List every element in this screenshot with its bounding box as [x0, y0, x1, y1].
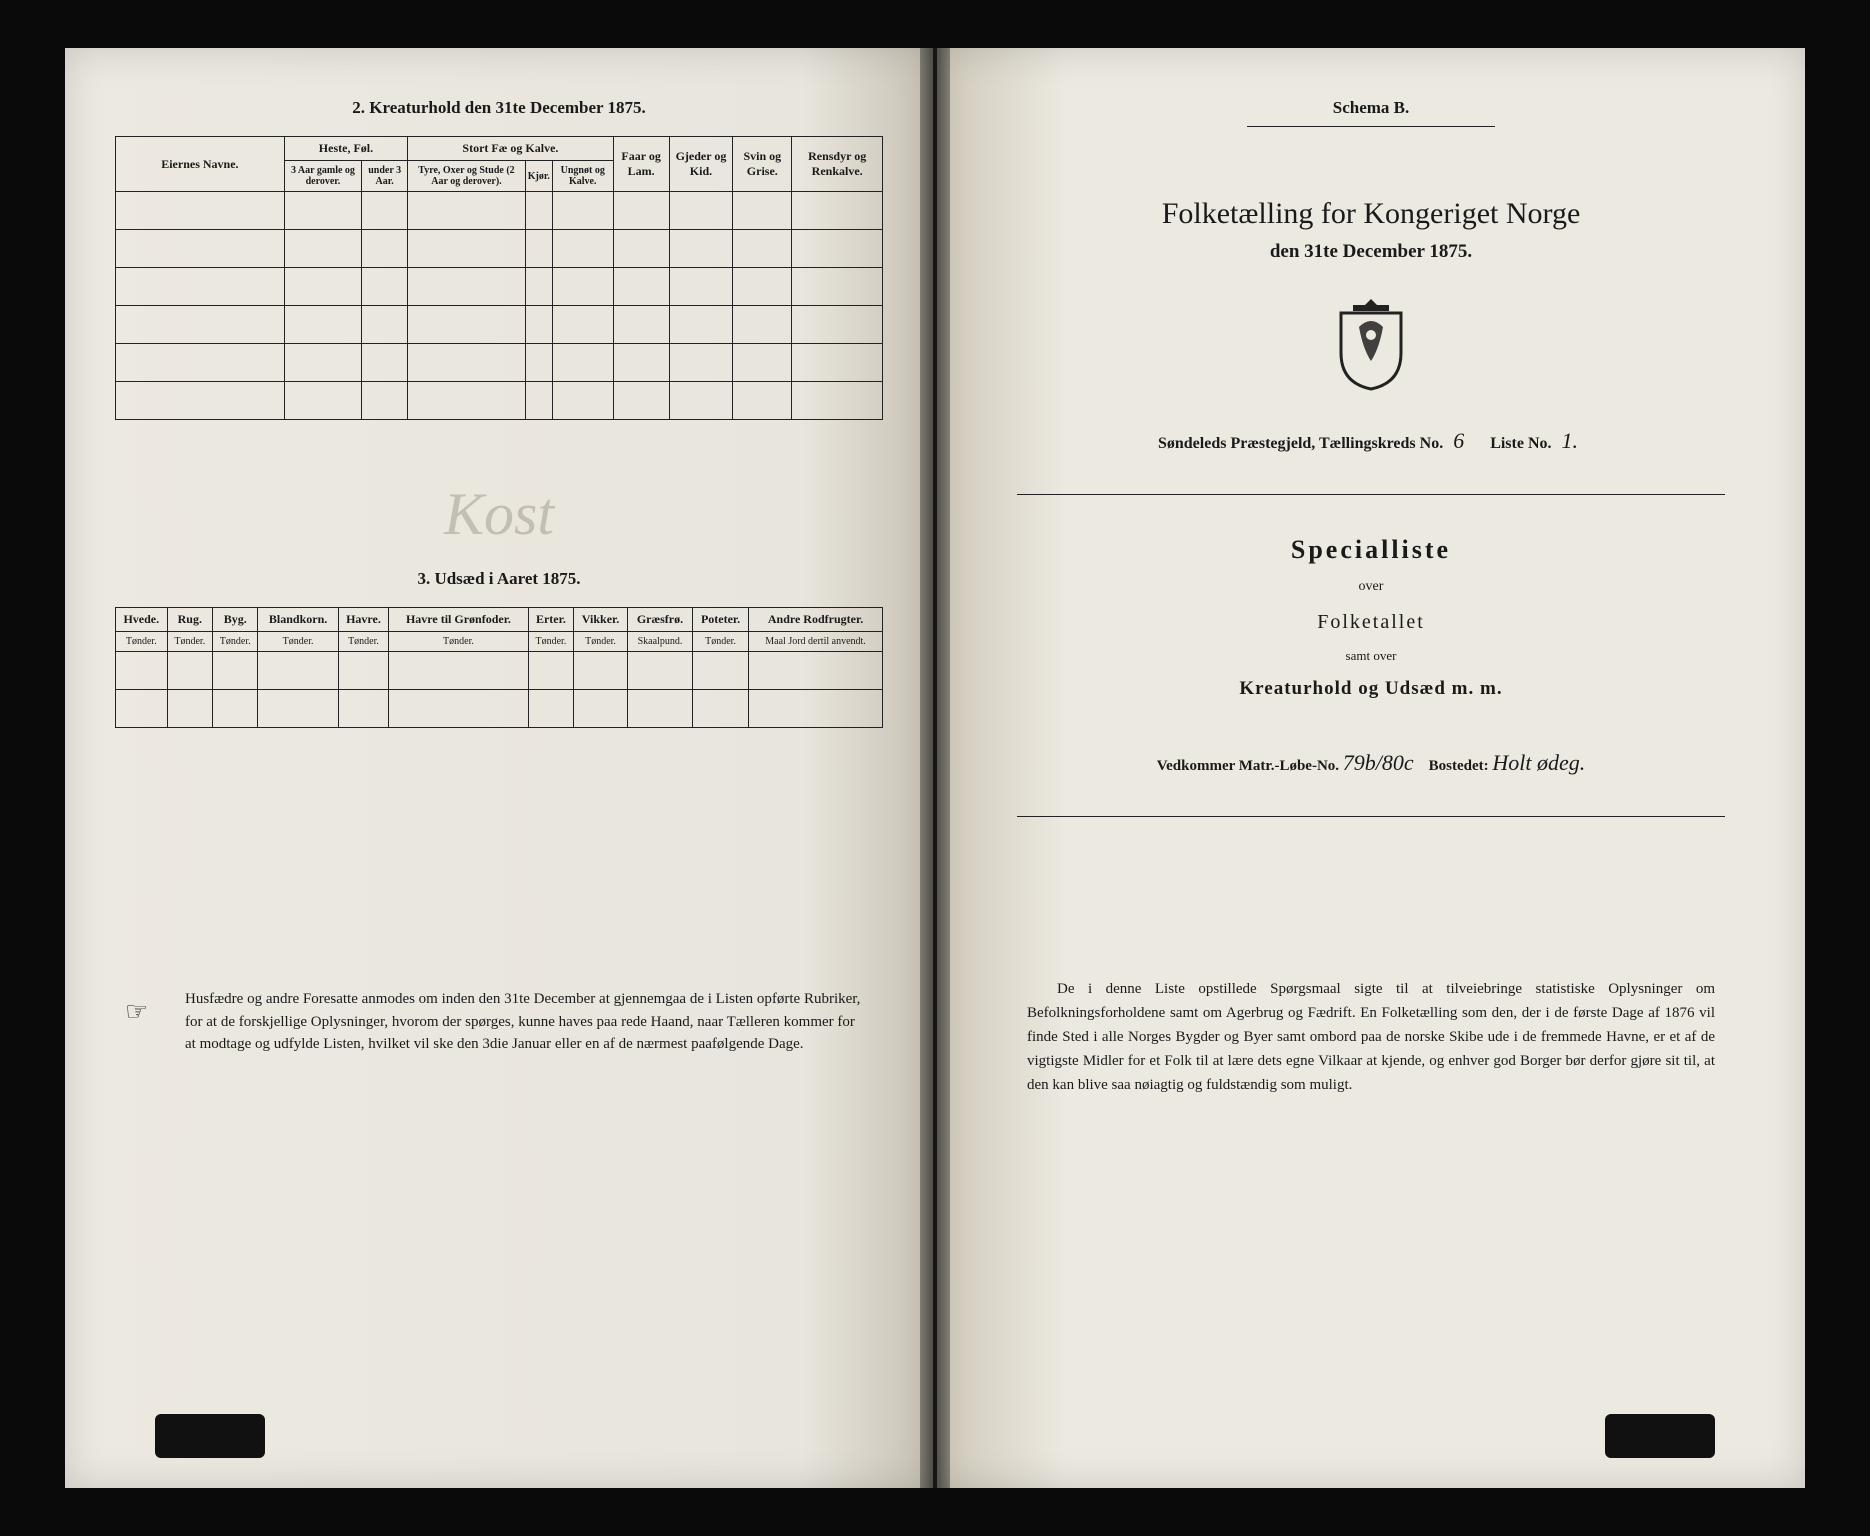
u8: Tønder. — [574, 632, 628, 652]
c8: Vikker. — [574, 608, 628, 632]
table-row — [116, 344, 883, 382]
col-pigs: Svin og Grise. — [733, 137, 792, 192]
rule — [1247, 126, 1495, 127]
bleed-through-text: Kost — [115, 480, 883, 549]
census-subtitle: den 31te December 1875. — [987, 241, 1755, 263]
table-row — [116, 192, 883, 230]
col-sheep: Faar og Lam. — [613, 137, 669, 192]
u6: Tønder. — [389, 632, 528, 652]
c3: Byg. — [213, 608, 258, 632]
pointing-hand-icon: ☞ — [125, 992, 148, 1031]
table-row — [116, 306, 883, 344]
col-reindeer: Rensdyr og Renkalve. — [792, 137, 883, 192]
book-spine — [920, 48, 950, 1488]
over: over — [987, 579, 1755, 595]
section2-title: 2. Kreaturhold den 31te December 1875. — [115, 98, 883, 118]
rule — [1017, 494, 1725, 495]
col-cattle-c: Ungnøt og Kalve. — [552, 161, 613, 192]
district-no: 6 — [1447, 428, 1470, 453]
u4: Tønder. — [258, 632, 338, 652]
samt-over: samt over — [987, 648, 1755, 664]
rule — [1017, 816, 1725, 817]
schema-label: Schema B. — [987, 98, 1755, 118]
col-owners: Eiernes Navne. — [116, 137, 285, 192]
table-row — [116, 230, 883, 268]
bottom-paragraph: De i denne Liste opstillede Spørgsmaal s… — [987, 977, 1755, 1097]
u11: Maal Jord dertil anvendt. — [749, 632, 883, 652]
col-cattle-b: Kjør. — [525, 161, 552, 192]
c10: Poteter. — [693, 608, 749, 632]
table-row — [116, 382, 883, 420]
table-udsaed: Hvede. Rug. Byg. Blandkorn. Havre. Havre… — [115, 607, 883, 728]
c5: Havre. — [338, 608, 388, 632]
c4: Blandkorn. — [258, 608, 338, 632]
table-kreaturhold: Eiernes Navne. Heste, Føl. Stort Fæ og K… — [115, 136, 883, 420]
matr-prefix: Vedkommer Matr.-Løbe-No. — [1157, 758, 1339, 774]
table-row — [116, 268, 883, 306]
kreaturhold-line: Kreaturhold og Udsæd m. m. — [987, 678, 1755, 700]
folketallet: Folketallet — [987, 611, 1755, 634]
binder-clip — [155, 1414, 265, 1458]
u9: Skaalpund. — [627, 632, 692, 652]
right-page: Schema B. Folketælling for Kongeriget No… — [935, 48, 1805, 1488]
c2: Rug. — [167, 608, 212, 632]
section3-title: 3. Udsæd i Aaret 1875. — [115, 569, 883, 589]
col-horses: Heste, Føl. — [284, 137, 407, 161]
col-cattle-a: Tyre, Oxer og Stude (2 Aar og derover). — [408, 161, 526, 192]
c6: Havre til Grønfoder. — [389, 608, 528, 632]
left-page: 2. Kreaturhold den 31te December 1875. E… — [65, 48, 935, 1488]
u5: Tønder. — [338, 632, 388, 652]
c11: Andre Rodfrugter. — [749, 608, 883, 632]
col-cattle: Stort Fæ og Kalve. — [408, 137, 613, 161]
district-prefix: Søndeleds Præstegjeld, Tællingskreds No. — [1158, 435, 1443, 452]
list-no: 1. — [1556, 428, 1585, 453]
footnote-text: Husfædre og andre Foresatte anmodes om i… — [185, 991, 860, 1052]
col-horses-a: 3 Aar gamle og derover. — [284, 161, 361, 192]
list-label: Liste No. — [1490, 435, 1551, 452]
coat-of-arms-icon — [987, 293, 1755, 398]
bosted: Holt ødeg. — [1492, 750, 1585, 775]
bosted-label: Bostedet: — [1429, 758, 1489, 774]
matr-line: Vedkommer Matr.-Løbe-No. 79b/80c Bostede… — [987, 750, 1755, 776]
u7: Tønder. — [528, 632, 573, 652]
specialliste: Specialliste — [987, 535, 1755, 565]
district-line: Søndeleds Præstegjeld, Tællingskreds No.… — [987, 428, 1755, 454]
col-horses-b: under 3 Aar. — [362, 161, 408, 192]
footnote: ☞ Husfædre og andre Foresatte anmodes om… — [115, 988, 883, 1056]
u10: Tønder. — [693, 632, 749, 652]
matr-no: 79b/80c — [1343, 750, 1414, 775]
u2: Tønder. — [167, 632, 212, 652]
table-row — [116, 652, 883, 690]
binder-clip — [1605, 1414, 1715, 1458]
c9: Græsfrø. — [627, 608, 692, 632]
u1: Tønder. — [116, 632, 168, 652]
c1: Hvede. — [116, 608, 168, 632]
table-row — [116, 690, 883, 728]
census-title: Folketælling for Kongeriget Norge — [987, 197, 1755, 231]
c7: Erter. — [528, 608, 573, 632]
u3: Tønder. — [213, 632, 258, 652]
book-spread: 2. Kreaturhold den 31te December 1875. E… — [65, 48, 1805, 1488]
col-goats: Gjeder og Kid. — [669, 137, 733, 192]
